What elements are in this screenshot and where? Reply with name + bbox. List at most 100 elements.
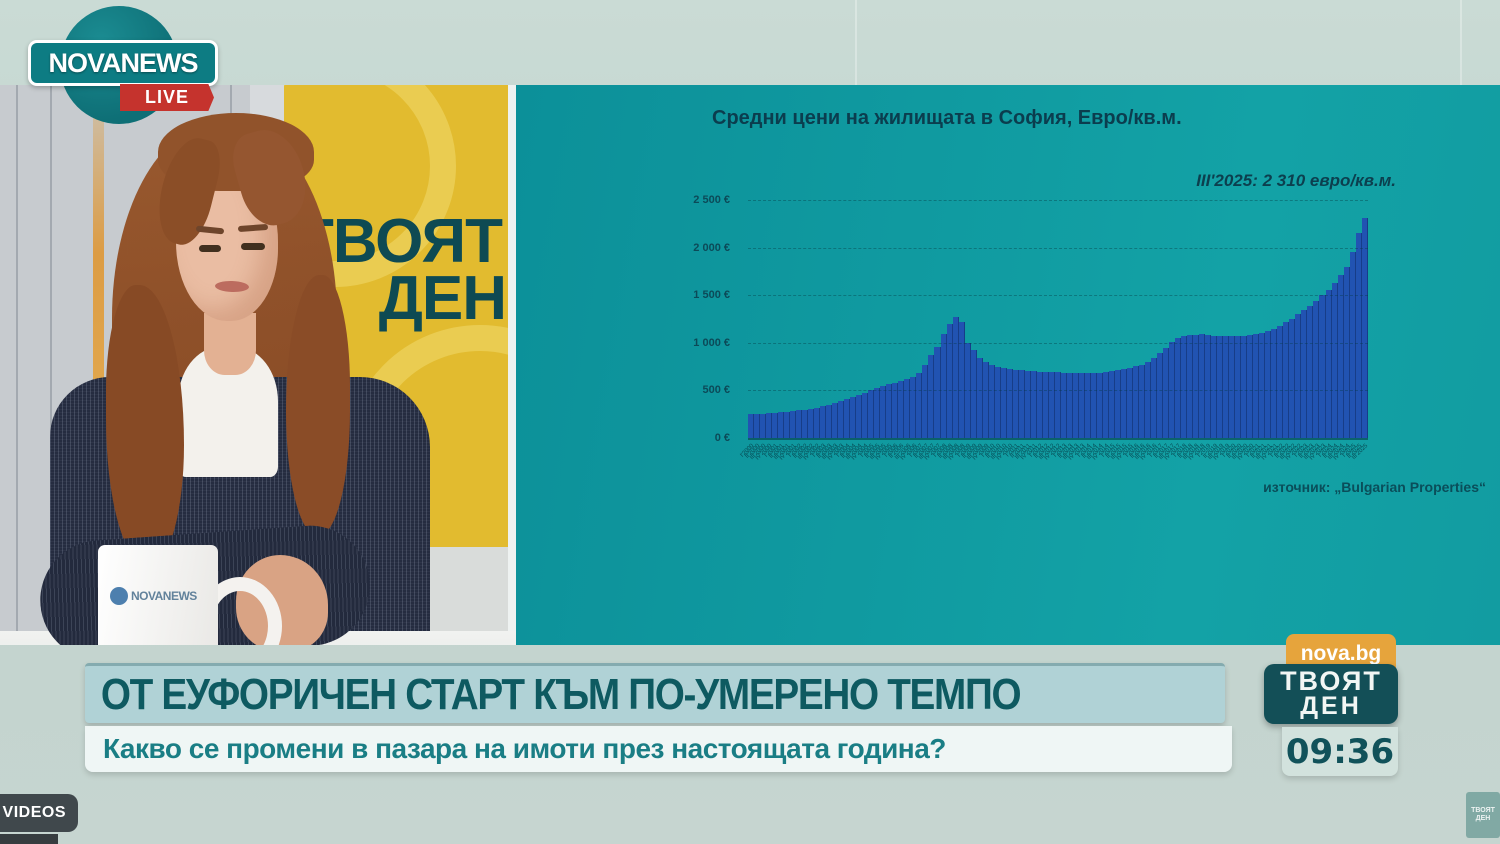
nova-news-logo-band: NOVANEWS (31, 43, 215, 83)
show-badge-line2: ДЕН (1300, 691, 1362, 720)
clock-time: 09:36 (1285, 731, 1395, 772)
bar (982, 361, 989, 438)
bar (1139, 364, 1146, 438)
bar (1006, 369, 1013, 438)
bar (964, 342, 971, 438)
chart-panel: Средни цени на жилищата в София, Евро/кв… (516, 85, 1500, 645)
mug-logo: NOVANEWS (110, 583, 206, 609)
live-badge: LIVE (120, 84, 214, 111)
bar (1024, 370, 1031, 438)
y-tick-label: 2 500 € (693, 194, 730, 206)
y-tick-label: 500 € (702, 384, 730, 397)
live-badge-text: LIVE (144, 87, 189, 107)
bar (928, 354, 935, 438)
bar (1066, 372, 1073, 438)
bar (1126, 367, 1133, 438)
wall-seam (1460, 0, 1462, 85)
bar (988, 364, 995, 438)
bar (1090, 373, 1097, 438)
guest-eye (199, 245, 221, 252)
more-videos-button[interactable]: E VIDEOS (0, 794, 78, 832)
bar (1223, 336, 1230, 438)
chart-title: Средни цени на жилищата в София, Евро/кв… (712, 107, 1182, 129)
show-watermark: ТВОЯТ ДЕН (1466, 792, 1500, 838)
bar (1289, 318, 1296, 438)
chart-source: източник: „Bulgarian Properties“ (1263, 479, 1486, 495)
x-axis-labels: I'2000 II'2000 III'2000 IV'2000 I'2001 II'200… (740, 440, 1370, 470)
bar (1157, 353, 1164, 438)
bar (1325, 289, 1332, 438)
y-axis-labels: 2 500 € 2 000 € 1 500 € 1 000 € 500 € 0 € (636, 194, 738, 444)
more-videos-label: E VIDEOS (0, 804, 66, 821)
clock-badge: 09:36 (1282, 727, 1398, 776)
bar (748, 414, 755, 438)
bar (952, 317, 959, 438)
gridline (748, 438, 1368, 440)
bar (760, 413, 767, 438)
bar (868, 389, 875, 438)
guest-hair-strand (106, 285, 184, 565)
gridline (748, 390, 1368, 392)
bar (784, 411, 791, 438)
bar (820, 406, 827, 438)
bar (1295, 314, 1302, 438)
bar (1355, 233, 1362, 438)
bar (994, 366, 1001, 438)
bar (886, 384, 893, 438)
wall-seam (16, 85, 18, 645)
bar (1343, 266, 1350, 438)
subtitle-text: Какво се промени в пазара на имоти през … (103, 733, 946, 764)
bar (1205, 335, 1212, 438)
bar (1042, 371, 1049, 438)
y-tick-label: 0 € (714, 432, 730, 444)
bar (772, 412, 779, 438)
bar (802, 409, 809, 438)
bar (940, 334, 947, 438)
bar (874, 387, 881, 438)
nova-news-logo: NOVANEWS (28, 40, 218, 86)
bar (1000, 368, 1007, 438)
bar (1133, 366, 1140, 438)
watermark-line2: ДЕН (1475, 815, 1491, 822)
bar (1331, 282, 1338, 438)
bar (1259, 332, 1266, 438)
bar (1337, 275, 1344, 438)
bar (1084, 373, 1091, 438)
bar (1120, 369, 1127, 438)
wall-seam (855, 0, 857, 85)
bar (1313, 300, 1320, 438)
bar (1102, 372, 1109, 438)
bar (856, 394, 863, 438)
bar (844, 399, 851, 438)
bar (778, 412, 785, 438)
bar (934, 346, 941, 438)
plot-area (748, 200, 1368, 440)
bar (1217, 335, 1224, 438)
bar (946, 324, 953, 438)
bar (898, 381, 905, 438)
chart-annotation: III'2025: 2 310 евро/кв.м. (1196, 171, 1396, 190)
bar (1193, 334, 1200, 438)
bar (904, 379, 911, 438)
watermark-line1: ТВОЯТ (1471, 807, 1495, 815)
bar (1265, 330, 1272, 438)
bar (862, 392, 869, 438)
headline-text: ОТ ЕУФОРИЧЕН СТАРТ КЪМ ПО-УМЕРЕНО ТЕМПО (100, 669, 1022, 719)
bar (1072, 373, 1079, 438)
studio-light-strip (93, 85, 104, 645)
bar (766, 413, 773, 438)
bar (1229, 336, 1236, 438)
bar (1241, 335, 1248, 438)
bar (1078, 373, 1085, 438)
bar (1283, 322, 1290, 438)
bar (1145, 361, 1152, 438)
bar (1054, 372, 1061, 438)
bar (1030, 371, 1037, 438)
bar (1175, 338, 1182, 438)
bar (808, 408, 815, 438)
bar (892, 382, 899, 438)
bar (1060, 372, 1067, 438)
bar (1018, 370, 1025, 438)
bar (958, 322, 965, 438)
